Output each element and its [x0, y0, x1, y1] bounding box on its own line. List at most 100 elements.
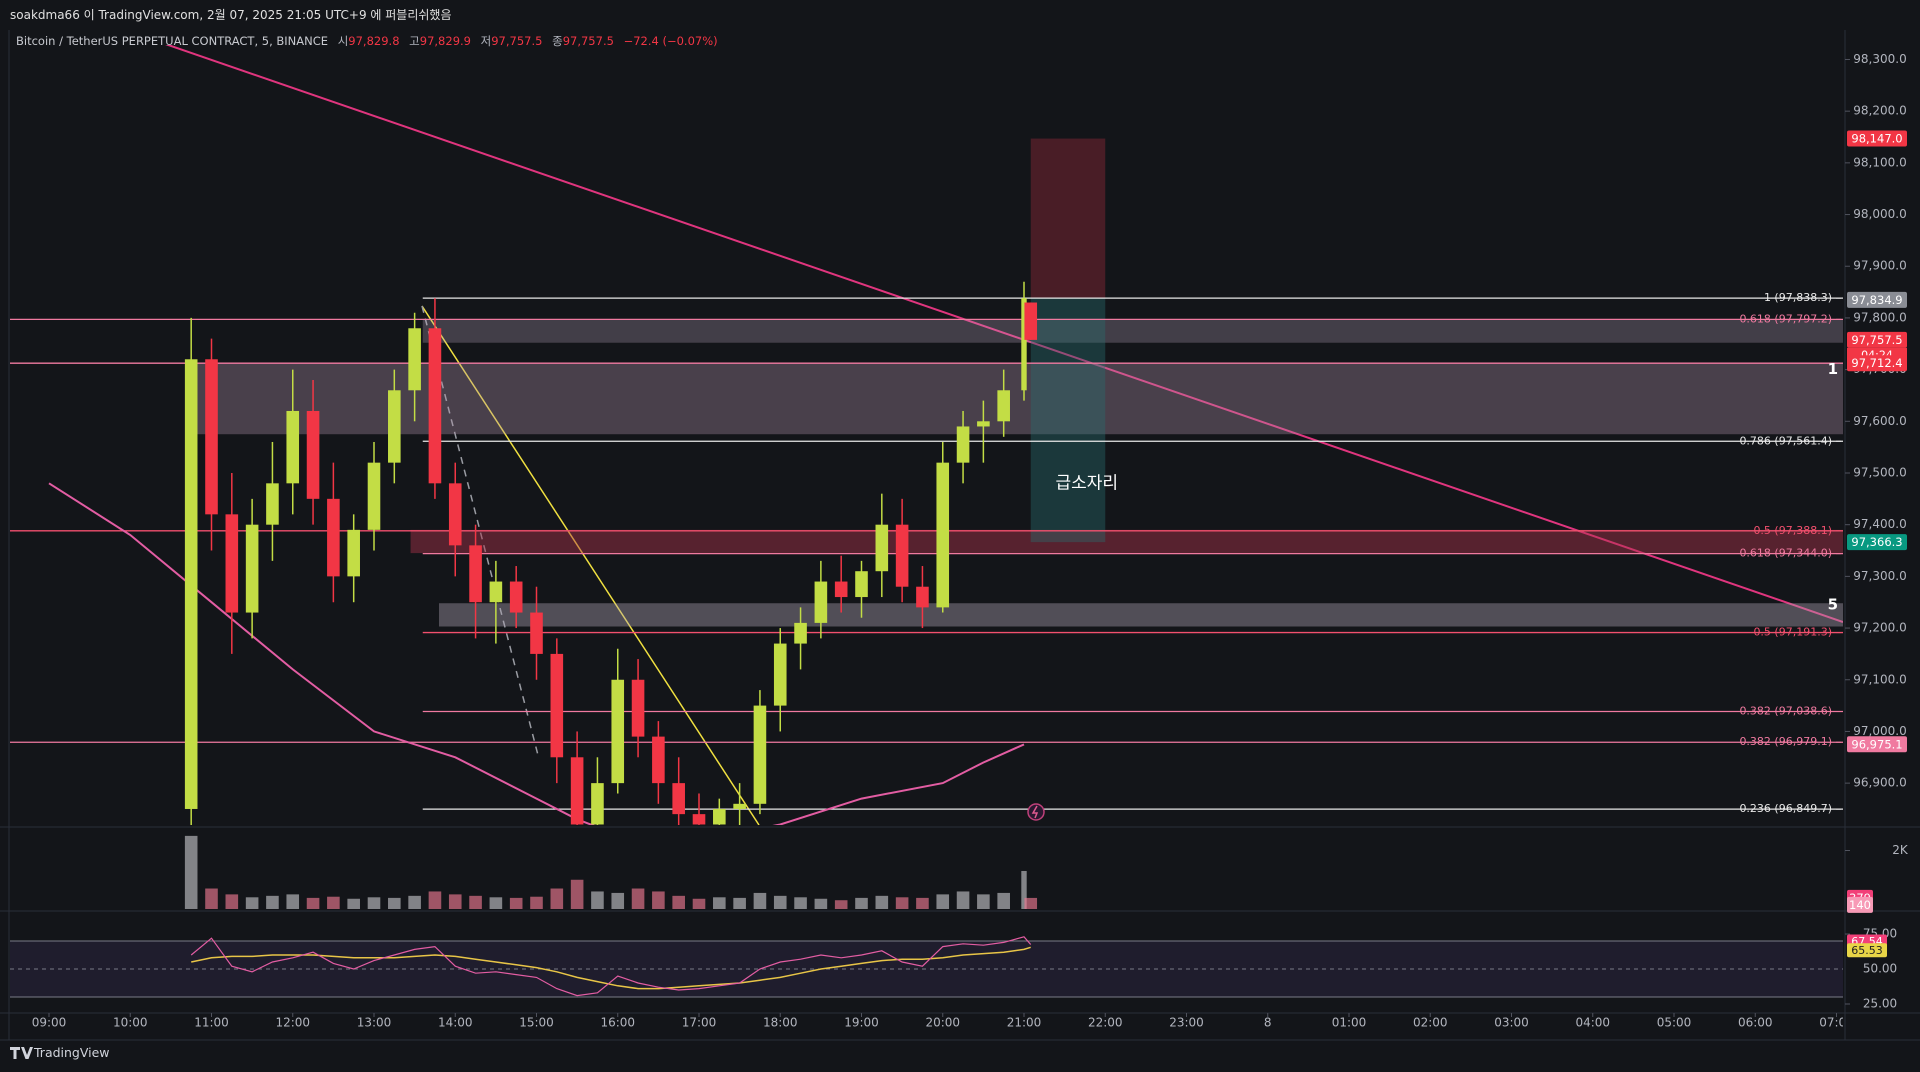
legend-key: 저 — [480, 34, 492, 48]
volume-bar — [713, 897, 726, 909]
volume-bar — [591, 891, 604, 909]
marker: 1 — [1828, 360, 1838, 378]
volume-bar — [733, 897, 746, 909]
candle-body — [266, 483, 279, 525]
volume-bar — [794, 897, 807, 909]
legend-key: 시 — [337, 34, 349, 48]
zone — [439, 603, 1843, 627]
legend-value: 97,829.8 — [348, 34, 400, 48]
candle-body — [327, 498, 340, 577]
fib-label: 0.236 (96,849.7) — [1739, 802, 1832, 815]
candle-body — [245, 524, 259, 613]
x-tick-label: 21:00 — [1007, 1016, 1042, 1030]
candle-body — [448, 483, 462, 546]
price-badge — [1847, 291, 1907, 308]
candle-body — [205, 359, 218, 515]
x-tick-label: 11:00 — [194, 1016, 229, 1030]
candle-body — [977, 421, 990, 427]
y-tick-label: 97,000.0 — [1853, 724, 1906, 738]
position-stop — [1030, 138, 1106, 299]
volume-bar — [611, 892, 625, 909]
candle-body — [388, 390, 401, 463]
time-axis: 09:00 10:00 11:00 12:00 13:00 14:00 15:00 16:00… — [32, 1013, 1843, 1030]
y-tick-label: 96,900.0 — [1853, 776, 1906, 790]
volume-bar — [448, 894, 462, 909]
rsi-badge — [1847, 943, 1887, 958]
price-badge-label: 97,366.3 — [1851, 535, 1902, 549]
x-tick-label: 12:00 — [275, 1016, 310, 1030]
volume-bar — [367, 897, 381, 909]
volume-bar — [814, 898, 828, 909]
volume-bar — [286, 894, 300, 909]
volume-bar — [327, 896, 340, 909]
volume-bar — [306, 897, 320, 909]
volume-bar — [428, 891, 442, 909]
volume-bar — [652, 891, 665, 909]
volume-bar — [1021, 870, 1027, 909]
price-badge — [1847, 331, 1907, 348]
volume-bar — [408, 895, 421, 909]
candle-body — [306, 410, 320, 499]
price-badge-label: 97,712.4 — [1851, 356, 1902, 370]
marker: 5 — [1828, 595, 1838, 613]
candle-body — [956, 426, 970, 463]
volume-tick-label: 2K — [1892, 843, 1909, 857]
fib-label: 0.618 (97,344.0) — [1739, 547, 1832, 560]
volume-bar — [834, 900, 848, 909]
legend-key: 고 — [409, 34, 420, 48]
fib-label: 0.618 (97,797.2) — [1739, 312, 1832, 325]
footer-brand: TradingView — [34, 1045, 110, 1060]
event-icon[interactable] — [1027, 803, 1045, 821]
candle-body — [225, 514, 239, 613]
volume-bar — [530, 896, 543, 909]
volume-bar — [753, 892, 767, 909]
volume-pane — [184, 835, 1038, 909]
candle-body — [773, 643, 787, 706]
candle-body — [692, 814, 706, 825]
candle-body — [753, 705, 767, 804]
candle-body — [1024, 302, 1038, 340]
volume-bar — [245, 897, 259, 909]
symbol-legend: Bitcoin / TetherUS PERPETUAL CONTRACT, 5… — [16, 33, 718, 49]
volume-bar — [1024, 897, 1038, 909]
rsi-ma-line — [191, 946, 1031, 990]
volume-bar — [773, 895, 787, 909]
volume-bar — [550, 888, 564, 909]
y-tick-label: 97,900.0 — [1853, 259, 1906, 273]
logo — [10, 1047, 33, 1059]
y-tick-label: 98,300.0 — [1853, 52, 1906, 66]
candle-body — [713, 808, 726, 825]
candle-body — [1021, 298, 1027, 391]
candle-body — [184, 359, 198, 809]
candle-body — [509, 581, 523, 613]
volume-bar — [489, 897, 503, 909]
x-tick-label: 03:00 — [1494, 1016, 1529, 1030]
fib-label: 0.382 (96,979.1) — [1739, 735, 1832, 748]
legend-value: 97,829.9 — [419, 34, 471, 48]
candle-body — [428, 328, 442, 484]
volume-bar — [672, 895, 685, 909]
trend-line — [421, 305, 760, 825]
rsi-tick-label: 25.00 — [1863, 997, 1897, 1011]
candle-body — [631, 679, 645, 737]
candle-body — [591, 783, 604, 825]
volume-bar — [469, 895, 482, 909]
legend-key: 종 — [552, 34, 563, 48]
volume-bar — [570, 879, 584, 909]
candle-body — [875, 524, 889, 572]
axes: 96,900.0 97,000.0 97,100.0 97,200.0 97,300.0… — [0, 30, 1920, 1041]
x-tick-label: 01:00 — [1332, 1016, 1367, 1030]
symbol-title: Bitcoin / TetherUS PERPETUAL CONTRACT, 5… — [16, 34, 329, 48]
volume-bar — [956, 891, 970, 909]
x-tick-label: 18:00 — [763, 1016, 798, 1030]
candle-body — [367, 462, 381, 530]
fib-label: 0.5 (97,388.1) — [1753, 524, 1832, 537]
candle-body — [733, 803, 746, 809]
x-tick-label: 04:00 — [1575, 1016, 1610, 1030]
rsi-line — [190, 936, 1032, 997]
price-badge — [1847, 896, 1873, 913]
logo-mark — [10, 1047, 33, 1059]
x-tick-label: 09:00 — [32, 1016, 67, 1030]
candle-body — [489, 581, 503, 603]
